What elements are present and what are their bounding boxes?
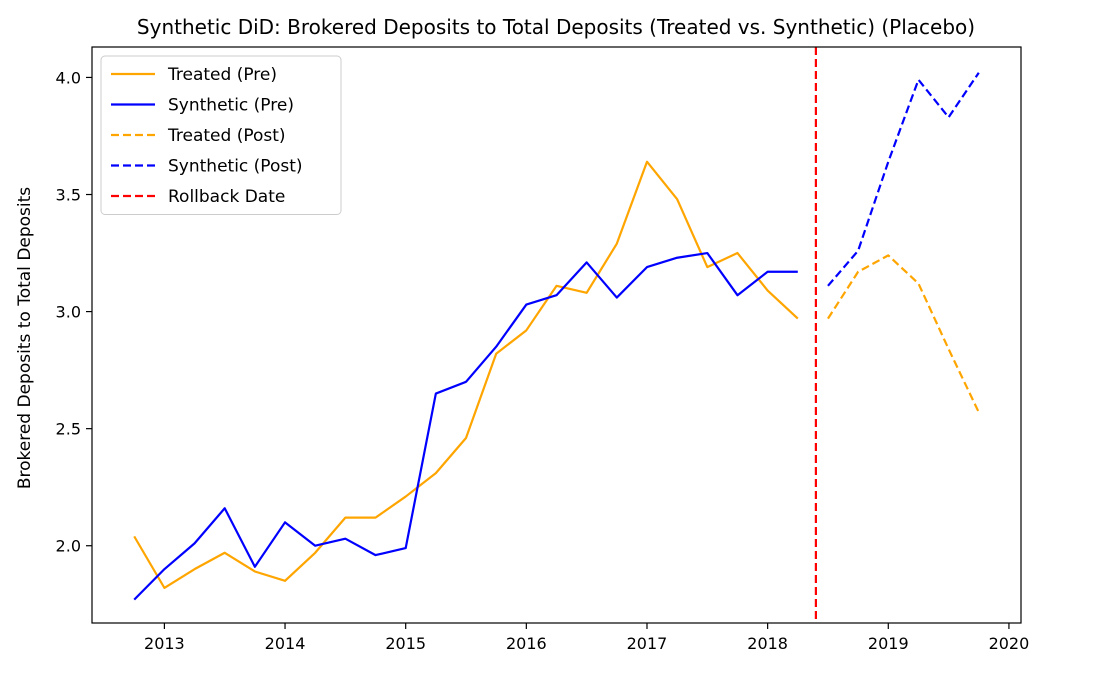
x-tick-label: 2019 bbox=[868, 634, 909, 653]
x-tick-label: 2018 bbox=[747, 634, 788, 653]
series-line-2 bbox=[827, 254, 980, 413]
plot-area bbox=[133, 47, 980, 623]
series-line-1 bbox=[133, 251, 798, 601]
x-tick-label: 2014 bbox=[265, 634, 306, 653]
y-axis-label: Brokered Deposits to Total Deposits bbox=[15, 187, 35, 489]
x-tick-label: 2013 bbox=[144, 634, 185, 653]
y-tick-label: 2.0 bbox=[56, 537, 81, 556]
legend-label: Synthetic (Post) bbox=[168, 157, 303, 177]
legend-box bbox=[100, 55, 342, 215]
x-tick-label: 2016 bbox=[506, 634, 547, 653]
axes: 2013 2014 2015 2016 2017 2018 2019 2020 2.0 2.5 3.… bbox=[56, 46, 1030, 653]
axes-frame bbox=[91, 46, 1022, 624]
legend-label: Treated (Post) bbox=[167, 126, 286, 146]
y-tick-label: 2.5 bbox=[56, 420, 81, 439]
x-tick-label: 2020 bbox=[989, 634, 1030, 653]
legend-label: Rollback Date bbox=[168, 187, 285, 207]
legend-label: Treated (Pre) bbox=[167, 65, 277, 85]
series-line-0 bbox=[133, 160, 799, 589]
chart-title: Synthetic DiD: Brokered Deposits to Tota… bbox=[137, 15, 975, 39]
series-line-3 bbox=[827, 72, 980, 287]
legend: Treated (Pre) Synthetic (Pre) Treated (Pos… bbox=[100, 55, 342, 215]
y-tick-label: 4.0 bbox=[56, 68, 81, 87]
y-tick-label: 3.5 bbox=[56, 186, 81, 205]
y-tick-label: 3.0 bbox=[56, 303, 81, 322]
legend-label: Synthetic (Pre) bbox=[168, 96, 294, 116]
x-tick-label: 2017 bbox=[627, 634, 668, 653]
x-tick-label: 2015 bbox=[385, 634, 426, 653]
